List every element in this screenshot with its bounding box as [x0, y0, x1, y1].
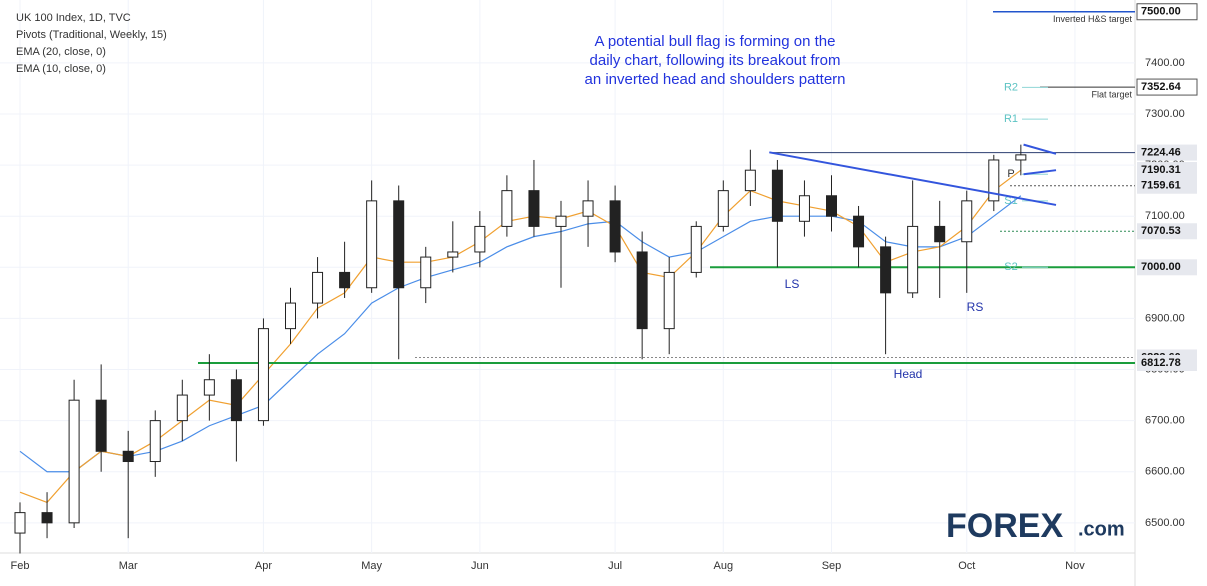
price-tag — [1137, 162, 1197, 179]
pattern-label: RS — [967, 300, 984, 314]
candle-body — [690, 225, 702, 273]
price-tag — [1137, 354, 1197, 371]
candle-body — [609, 200, 621, 253]
price-tag — [1137, 144, 1197, 161]
candle-body — [528, 190, 540, 227]
candle-body — [555, 215, 567, 227]
candle-body — [582, 200, 594, 217]
candle-body — [420, 256, 432, 289]
price-tag — [1137, 177, 1197, 194]
candle-body — [798, 195, 810, 222]
pivot-label: R2 — [1004, 81, 1018, 93]
pivot-label: S2 — [1004, 261, 1017, 273]
annotation: A potential bull flag is forming on the … — [584, 33, 846, 88]
y-tick-label: 6600.00 — [1145, 466, 1185, 478]
candle-body — [447, 251, 459, 258]
candle-body — [771, 169, 783, 222]
price-tag-label: 7159.61 — [1141, 180, 1181, 192]
candle-body — [257, 328, 269, 422]
pivot-label: P — [1007, 168, 1014, 180]
trendline — [1023, 143, 1057, 155]
x-tick-label: Aug — [714, 560, 734, 572]
trendline — [1023, 169, 1057, 176]
y-tick-label: 6500.00 — [1145, 517, 1185, 529]
candle-body — [961, 200, 973, 243]
price-tag — [1136, 3, 1198, 21]
y-tick-label: 6700.00 — [1145, 415, 1185, 427]
candle-body — [230, 379, 242, 422]
trendline — [769, 151, 1057, 206]
price-tag — [1137, 223, 1197, 240]
x-tick-label: Feb — [11, 560, 30, 572]
candle-body — [880, 246, 892, 294]
candle-body — [663, 271, 675, 330]
candle-body — [717, 190, 729, 227]
legend-pivots: Pivots (Traditional, Weekly, 15) — [16, 29, 167, 41]
level-note: Inverted H&S target — [1053, 14, 1133, 24]
y-tick-label: 7400.00 — [1145, 57, 1185, 69]
x-tick-label: Nov — [1065, 560, 1085, 572]
pivot-label: R1 — [1004, 113, 1018, 125]
candle-body — [122, 450, 134, 463]
price-tag-label: 7190.31 — [1141, 164, 1181, 176]
pattern-label: Head — [894, 367, 923, 381]
candle-body — [1015, 154, 1027, 161]
x-tick-label: Sep — [822, 560, 842, 572]
candle-body — [474, 225, 486, 253]
candle-body — [501, 190, 513, 227]
legend-entry: EMA (10, close, 0) — [16, 63, 106, 75]
candle-body — [988, 159, 1000, 202]
price-tag-label: 7000.00 — [1141, 261, 1181, 273]
candle-body — [853, 215, 865, 248]
candle-body — [68, 399, 80, 524]
candle-body — [934, 225, 946, 243]
pattern-label: LS — [785, 277, 800, 291]
candle-body — [312, 271, 324, 304]
candle-body — [203, 379, 215, 396]
legend-entry: EMA (20, close, 0) — [16, 46, 106, 58]
candle-body — [176, 394, 188, 422]
price-tag — [1136, 78, 1198, 96]
price-tag-label: 7070.53 — [1141, 225, 1181, 237]
candle-body — [393, 200, 405, 289]
logo: FOREX — [946, 507, 1063, 545]
candle-body — [366, 200, 378, 289]
logo-suffix: .com — [1078, 518, 1125, 540]
x-tick-label: Oct — [958, 560, 975, 572]
candle-body — [41, 512, 53, 524]
chart-title: UK 100 Index, 1D, TVC — [16, 12, 131, 24]
candle-body — [285, 302, 296, 330]
y-tick-label: 6900.00 — [1145, 312, 1185, 324]
x-tick-label: May — [361, 560, 382, 572]
candle-body — [907, 225, 919, 294]
x-tick-label: Jul — [608, 560, 622, 572]
candle-body — [744, 169, 756, 192]
candle-body — [826, 195, 837, 217]
candle-body — [95, 399, 107, 452]
candle-body — [14, 512, 26, 534]
candle-body — [149, 420, 161, 463]
y-tick-label: 7300.00 — [1145, 108, 1185, 120]
y-tick-label: 7100.00 — [1145, 210, 1185, 222]
x-tick-label: Mar — [119, 560, 138, 572]
price-tag — [1137, 259, 1197, 276]
price-tag-label: 7500.00 — [1141, 6, 1181, 18]
x-tick-label: Jun — [471, 560, 489, 572]
price-tag-label: 7352.64 — [1141, 81, 1182, 93]
candle-body — [636, 251, 648, 330]
price-tag-label: 6812.78 — [1141, 357, 1181, 369]
level-note: Flat target — [1091, 89, 1132, 99]
x-tick-label: Apr — [255, 560, 272, 572]
candle-body — [339, 271, 351, 289]
annotation-box: A potential bull flag is forming on the … — [584, 33, 846, 88]
price-tag-label: 7224.46 — [1141, 146, 1181, 158]
